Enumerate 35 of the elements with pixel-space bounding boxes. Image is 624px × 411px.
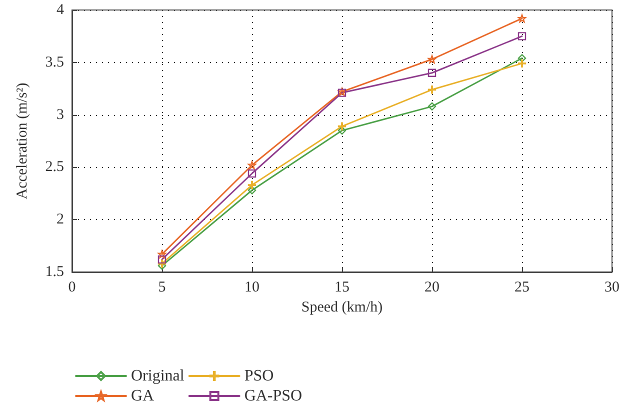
point [338, 126, 346, 135]
point [518, 14, 526, 22]
x-tick-label: 15 [334, 280, 350, 296]
y-tick-label: 3.5 [45, 54, 64, 70]
y-tick-label: 1.5 [45, 264, 64, 280]
point [248, 180, 256, 190]
point [338, 122, 346, 130]
point [518, 59, 526, 68]
legend-label: GA-PSO [244, 388, 302, 404]
point [428, 68, 436, 77]
point [428, 86, 436, 94]
x-tick-label: 25 [514, 280, 530, 296]
y-tick-label: 2 [56, 212, 64, 228]
point [428, 102, 436, 111]
point [248, 169, 256, 178]
x-tick-label: 5 [158, 280, 166, 296]
point [158, 260, 166, 268]
point [158, 255, 166, 264]
legend-label: GA [131, 388, 155, 404]
x-axis-title: Speed (km/h) [301, 300, 383, 316]
legend-label: PSO [244, 368, 274, 384]
y-axis-title: Acceleration (m/s²) [14, 82, 30, 200]
y-tick-label: 3 [56, 106, 64, 123]
point [518, 54, 526, 62]
point [248, 186, 256, 194]
x-tick-label: 10 [244, 280, 260, 296]
y-tick-label: 2.5 [45, 159, 64, 176]
point [518, 32, 526, 40]
x-tick-label: 20 [424, 280, 440, 296]
x-tick-label: 0 [68, 280, 76, 296]
legend-label: Original [131, 368, 185, 384]
point [428, 55, 436, 64]
point [158, 250, 166, 258]
y-tick-label: 4 [56, 2, 64, 18]
x-tick-label: 30 [604, 280, 620, 296]
